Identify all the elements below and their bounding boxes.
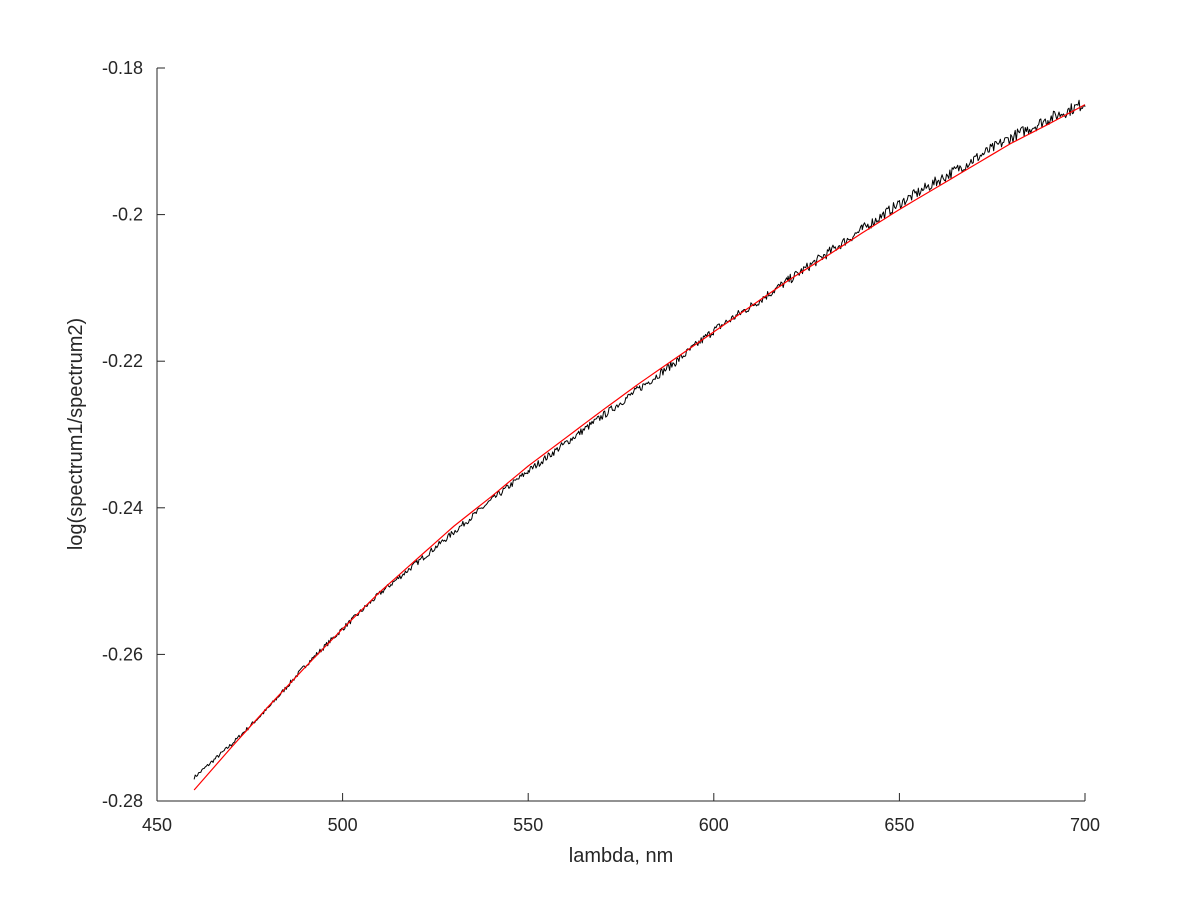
x-tick-label: 600	[699, 815, 729, 835]
y-tick-label: -0.22	[102, 351, 143, 371]
series-layer	[193, 99, 1086, 791]
y-tick-label: -0.26	[102, 644, 143, 664]
fit-series-line	[193, 104, 1086, 791]
x-tick-label: 650	[884, 815, 914, 835]
x-tick-label: 500	[328, 815, 358, 835]
y-tick-label: -0.2	[112, 205, 143, 225]
y-tick-label: -0.24	[102, 498, 143, 518]
x-tick-label: 700	[1070, 815, 1100, 835]
x-tick-label: 550	[513, 815, 543, 835]
y-axis-label: log(spectrum1/spectrum2)	[65, 318, 87, 550]
y-tick-label: -0.18	[102, 58, 143, 78]
x-axis-label: lambda, nm	[569, 845, 674, 867]
y-tick-label: -0.28	[102, 791, 143, 811]
axes-layer: 450 500 550 600 650 700 -0.28 -0.26 -0.24 -0.22 -0…	[102, 58, 1100, 835]
measured-series-line	[193, 99, 1086, 780]
x-tick-label: 450	[142, 815, 172, 835]
